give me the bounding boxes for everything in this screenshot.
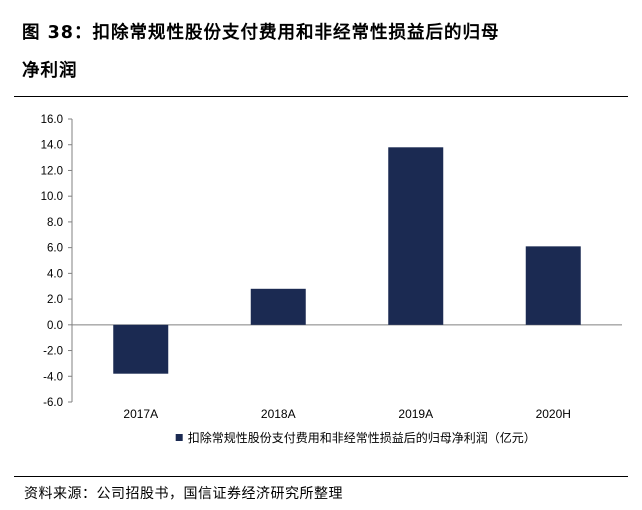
bar-2018A (250, 288, 306, 325)
y-tick-label: -2.0 (43, 346, 63, 358)
x-tick-label: 2019A (398, 407, 433, 421)
top-rule (14, 96, 628, 97)
bar-2019A (388, 147, 444, 325)
legend-swatch (175, 434, 183, 441)
y-tick-label: 6.0 (47, 243, 63, 255)
y-tick-label: 2.0 (47, 294, 63, 306)
figure-title-line-1: 图 38：扣除常规性股份支付费用和非经常性损益后的归母 (22, 23, 500, 43)
source-note: 资料来源：公司招股书，国信证券经济研究所整理 (24, 486, 343, 502)
x-tick-label: 2017A (123, 407, 158, 421)
x-tick-label: 2020H (536, 407, 571, 421)
y-tick-label: -6.0 (43, 397, 63, 409)
y-tick-label: 10.0 (41, 191, 63, 203)
y-tick-label: 0.0 (47, 320, 63, 332)
bottom-rule (14, 476, 628, 477)
y-tick-label: 12.0 (41, 165, 63, 177)
y-tick-label: 8.0 (47, 217, 63, 229)
bar-2017A (113, 324, 169, 374)
figure-title: 图 38：扣除常规性股份支付费用和非经常性损益后的归母 净利润 (22, 14, 622, 90)
legend-label: 扣除常规性股份支付费用和非经常性损益后的归母净利润（亿元） (188, 430, 536, 445)
y-tick-label: 16.0 (41, 114, 63, 126)
bar-chart: 16.0 14.0 12.0 10.0 8.0 6.0 4.0 2.0 0.0 -2.0 -4.0 -… (41, 114, 622, 445)
figure-title-line-2: 净利润 (22, 61, 78, 81)
x-tick-label: 2018A (261, 407, 296, 421)
bar-2020H (525, 246, 581, 325)
y-tick-label: 4.0 (47, 268, 63, 280)
y-tick-label: -4.0 (43, 371, 63, 383)
y-tick-label: 14.0 (41, 140, 63, 152)
